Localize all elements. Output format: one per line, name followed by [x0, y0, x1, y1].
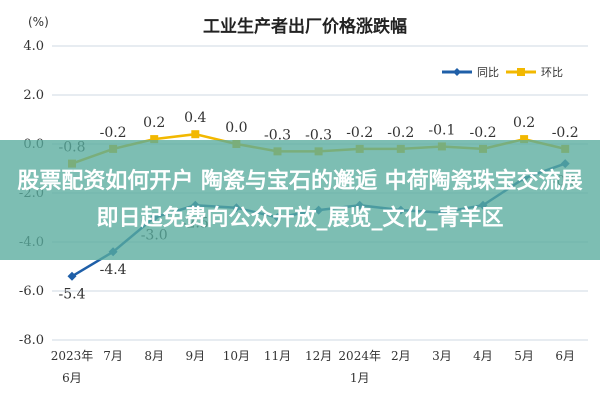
data-label: -4.4 — [100, 262, 127, 278]
data-label: -5.4 — [59, 286, 86, 302]
x-tick-label: 3月 — [432, 349, 452, 363]
x-tick-label: 10月 — [223, 349, 250, 363]
data-point — [520, 135, 529, 144]
data-label: -0.2 — [100, 125, 127, 141]
x-tick-label: 2024年 — [338, 349, 381, 363]
legend-marker — [517, 68, 525, 76]
x-tick-label-line2: 1月 — [350, 371, 370, 385]
data-label: -0.1 — [428, 122, 455, 138]
y-tick-label: -8.0 — [19, 333, 44, 348]
data-point — [67, 271, 77, 281]
legend-label: 环比 — [541, 66, 563, 79]
x-tick-label: 6月 — [555, 349, 575, 363]
x-tick-label: 9月 — [185, 349, 205, 363]
y-tick-label: 2.0 — [23, 88, 44, 103]
data-label: -0.2 — [470, 125, 497, 141]
data-label: -0.3 — [264, 127, 291, 143]
data-label: 0.2 — [143, 115, 165, 131]
x-tick-label: 8月 — [144, 349, 164, 363]
chart-title: 工业生产者出厂价格涨跌幅 — [203, 16, 407, 37]
data-label: -0.2 — [387, 125, 414, 141]
data-point — [191, 130, 200, 139]
x-tick-label: 2023年 — [51, 349, 94, 363]
x-tick-label: 5月 — [514, 349, 534, 363]
data-label: 0.4 — [184, 110, 206, 126]
legend: 同比 环比 — [442, 66, 563, 79]
data-label: -0.2 — [552, 125, 579, 141]
y-tick-label: 4.0 — [23, 39, 44, 54]
headline-banner[interactable]: 股票配资如何开户 陶瓷与宝石的邂逅 中荷陶瓷珠宝交流展即日起免费向公众开放_展览… — [0, 140, 600, 260]
legend-marker — [453, 68, 461, 76]
x-axis: 2023年 6月 7月 8月 9月 10月 11月 12月 2024年 1月 2月 3月 4月 5月 6月 — [51, 349, 575, 385]
data-label: 0.0 — [225, 120, 247, 136]
data-point — [150, 135, 159, 144]
headline-text[interactable]: 股票配资如何开户 陶瓷与宝石的邂逅 中荷陶瓷珠宝交流展即日起免费向公众开放_展览… — [17, 169, 583, 231]
x-tick-label: 11月 — [264, 349, 291, 363]
data-label: -0.3 — [305, 127, 332, 143]
data-label: 0.2 — [513, 115, 535, 131]
y-tick-label: -6.0 — [19, 284, 44, 299]
x-tick-label: 7月 — [103, 349, 123, 363]
x-tick-label-line2: 6月 — [62, 371, 82, 385]
x-tick-label: 12月 — [305, 349, 332, 363]
unit-label: (%) — [28, 15, 49, 29]
x-tick-label: 2月 — [391, 349, 411, 363]
data-label: -0.2 — [346, 125, 373, 141]
legend-label: 同比 — [477, 66, 499, 79]
x-tick-label: 4月 — [473, 349, 493, 363]
